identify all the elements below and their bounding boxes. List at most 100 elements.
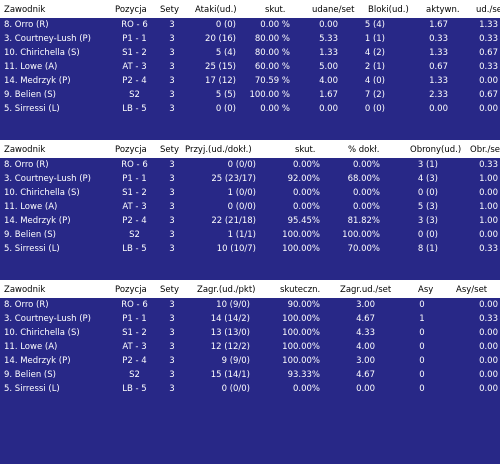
table-row[interactable]: 11. Lowe (A) AT - 3 3 12 (12/2) 100.00% 4.00 0…: [0, 340, 500, 354]
table-header: Zawodnik Pozycja Sety Przyj.(ud./dokł.) …: [0, 140, 500, 158]
serves: 9 (9/0): [221, 356, 250, 366]
attack-efficiency: 100.00 %: [249, 90, 290, 100]
sets: 3: [169, 20, 175, 30]
reception-accuracy: 0.00%: [352, 202, 380, 212]
table-header: Zawodnik Pozycja Sety Ataki(ud.) skut. u…: [0, 0, 500, 18]
table-row[interactable]: 11. Lowe (A) AT - 3 3 0 (0/0) 0.00% 0.00% 5 (3…: [0, 200, 500, 214]
col-serves-header[interactable]: Zagr.(ud./pkt): [197, 285, 256, 295]
table-row[interactable]: 9. Belien (S) S2 3 5 (5) 100.00 % 1.67 7 (2) 2.…: [0, 88, 500, 102]
attacks: 5 (4): [215, 48, 236, 58]
col-position-header[interactable]: Pozycja: [115, 5, 147, 15]
col-player-header[interactable]: Zawodnik: [4, 5, 46, 15]
table-row[interactable]: 8. Orro (R) RO - 6 3 0 (0) 0.00 % 0.00 5 (4) 1.…: [0, 18, 500, 32]
attack-efficiency: 70.59 %: [254, 76, 290, 86]
defenses: 3 (3): [417, 216, 438, 226]
position: S1 - 2: [122, 48, 147, 58]
col-defense-per-set-header[interactable]: Obr./se: [470, 145, 500, 155]
defenses-per-set: 1.00: [479, 202, 498, 212]
col-reception-eff-header[interactable]: skut.: [295, 145, 316, 155]
attacks-per-set: 5.33: [319, 34, 338, 44]
blocks-per-set: 0.33: [479, 62, 498, 72]
table-row[interactable]: 5. Sirressi (L) LB - 5 3 0 (0) 0.00 % 0.00 0 (…: [0, 102, 500, 116]
player-name: 8. Orro (R): [4, 160, 49, 170]
table-row[interactable]: 5. Sirressi (L) LB - 5 3 0 (0/0) 0.00% 0.00 0 0…: [0, 382, 500, 396]
aces-per-set: 0.00: [479, 370, 498, 380]
position: P2 - 4: [122, 76, 147, 86]
table-row[interactable]: 5. Sirressi (L) LB - 5 3 10 (10/7) 100.00% 70…: [0, 242, 500, 256]
col-serve-eff-header[interactable]: skuteczn.: [280, 285, 321, 295]
aces-per-set: 0.00: [479, 356, 498, 366]
table-row[interactable]: 3. Courtney-Lush (P) P1 - 1 3 14 (14/2) 100.…: [0, 312, 500, 326]
col-aces-per-set-header[interactable]: Asy/set: [456, 285, 488, 295]
serve-efficiency: 100.00%: [282, 356, 320, 366]
sets: 3: [169, 34, 175, 44]
col-block-per-set-header[interactable]: ud./se: [476, 5, 500, 15]
col-attacks-header[interactable]: Ataki(ud.): [195, 5, 237, 15]
col-defense-header[interactable]: Obrony(ud.): [410, 145, 462, 155]
position: P1 - 1: [122, 314, 147, 324]
col-sets-header[interactable]: Sety: [160, 145, 179, 155]
sets: 3: [169, 188, 175, 198]
col-attack-per-set-header[interactable]: udane/set: [312, 5, 355, 15]
col-player-header[interactable]: Zawodnik: [4, 285, 46, 295]
col-position-header[interactable]: Pozycja: [115, 285, 147, 295]
col-position-header[interactable]: Pozycja: [115, 145, 147, 155]
table-row[interactable]: 8. Orro (R) RO - 6 3 0 (0/0) 0.00% 0.00% 3 (1)…: [0, 158, 500, 172]
serves: 15 (14/1): [210, 370, 250, 380]
col-block-activity-header[interactable]: aktywn.: [426, 5, 460, 15]
sets: 3: [169, 160, 175, 170]
table-row[interactable]: 8. Orro (R) RO - 6 3 10 (9/0) 90.00% 3.00 0 0.0…: [0, 298, 500, 312]
blocks-per-set: 0.67: [479, 48, 498, 58]
player-name: 8. Orro (R): [4, 300, 49, 310]
table-row[interactable]: 10. Chirichella (S) S1 - 2 3 13 (13/0) 100.0…: [0, 326, 500, 340]
table-row[interactable]: 9. Belien (S) S2 3 1 (1/1) 100.00% 100.00% 0 (…: [0, 228, 500, 242]
col-blocks-header[interactable]: Bloki(ud.): [368, 5, 409, 15]
blocks-per-set: 1.33: [479, 20, 498, 30]
serves: 12 (12/2): [210, 342, 250, 352]
table-row[interactable]: 10. Chirichella (S) S1 - 2 3 1 (0/0) 0.00% 0.…: [0, 186, 500, 200]
table-row[interactable]: 11. Lowe (A) AT - 3 3 25 (15) 60.00 % 5.00 2 (…: [0, 60, 500, 74]
attacks-per-set: 1.67: [319, 90, 338, 100]
reception-efficiency: 0.00%: [292, 160, 320, 170]
table-row[interactable]: 14. Medrzyk (P) P2 - 4 3 22 (21/18) 95.45% 81…: [0, 214, 500, 228]
col-reception-header[interactable]: Przyj.(ud./dokł.): [185, 145, 252, 155]
player-name: 11. Lowe (A): [4, 342, 58, 352]
col-player-header[interactable]: Zawodnik: [4, 145, 46, 155]
table-row[interactable]: 14. Medrzyk (P) P2 - 4 3 17 (12) 70.59 % 4.00…: [0, 74, 500, 88]
blocks: 4 (0): [364, 76, 385, 86]
col-sets-header[interactable]: Sety: [160, 285, 179, 295]
table-row[interactable]: 3. Courtney-Lush (P) P1 - 1 3 20 (16) 80.00 …: [0, 32, 500, 46]
table-row[interactable]: 10. Chirichella (S) S1 - 2 3 5 (4) 80.00 % 1.…: [0, 46, 500, 60]
position: LB - 5: [122, 384, 147, 394]
reception-efficiency: 92.00%: [287, 174, 320, 184]
table-row[interactable]: 14. Medrzyk (P) P2 - 4 3 9 (9/0) 100.00% 3.00…: [0, 354, 500, 368]
table-row[interactable]: 3. Courtney-Lush (P) P1 - 1 3 25 (23/17) 92.…: [0, 172, 500, 186]
defenses-per-set: 1.00: [479, 174, 498, 184]
serve-efficiency: 90.00%: [287, 300, 320, 310]
col-sets-header[interactable]: Sety: [160, 5, 179, 15]
receptions: 0 (0/0): [227, 160, 256, 170]
attack-block-table: Zawodnik Pozycja Sety Ataki(ud.) skut. u…: [0, 0, 500, 116]
blocks: 1 (1): [364, 34, 385, 44]
aces-per-set: 0.00: [479, 384, 498, 394]
receptions: 25 (23/17): [211, 174, 256, 184]
col-aces-header[interactable]: Asy: [418, 285, 434, 295]
block-activity: 0.33: [429, 34, 448, 44]
position: S2: [129, 90, 140, 100]
col-serves-per-set-header[interactable]: Zagr.ud./set: [340, 285, 392, 295]
player-name: 11. Lowe (A): [4, 202, 58, 212]
block-activity: 0.67: [429, 62, 448, 72]
col-accuracy-header[interactable]: % dokł.: [348, 145, 380, 155]
reception-accuracy: 68.00%: [347, 174, 380, 184]
table-row[interactable]: 9. Belien (S) S2 3 15 (14/1) 93.33% 4.67 0 0.00: [0, 368, 500, 382]
player-name: 9. Belien (S): [4, 230, 56, 240]
sets: 3: [169, 384, 175, 394]
position: AT - 3: [122, 342, 147, 352]
blocks: 4 (2): [364, 48, 385, 58]
player-name: 9. Belien (S): [4, 370, 56, 380]
defenses-per-set: 0.33: [479, 244, 498, 254]
col-attack-eff-header[interactable]: skut.: [265, 5, 286, 15]
attacks-per-set: 4.00: [319, 76, 338, 86]
player-name: 3. Courtney-Lush (P): [4, 174, 91, 184]
serves-per-set: 4.67: [356, 314, 375, 324]
